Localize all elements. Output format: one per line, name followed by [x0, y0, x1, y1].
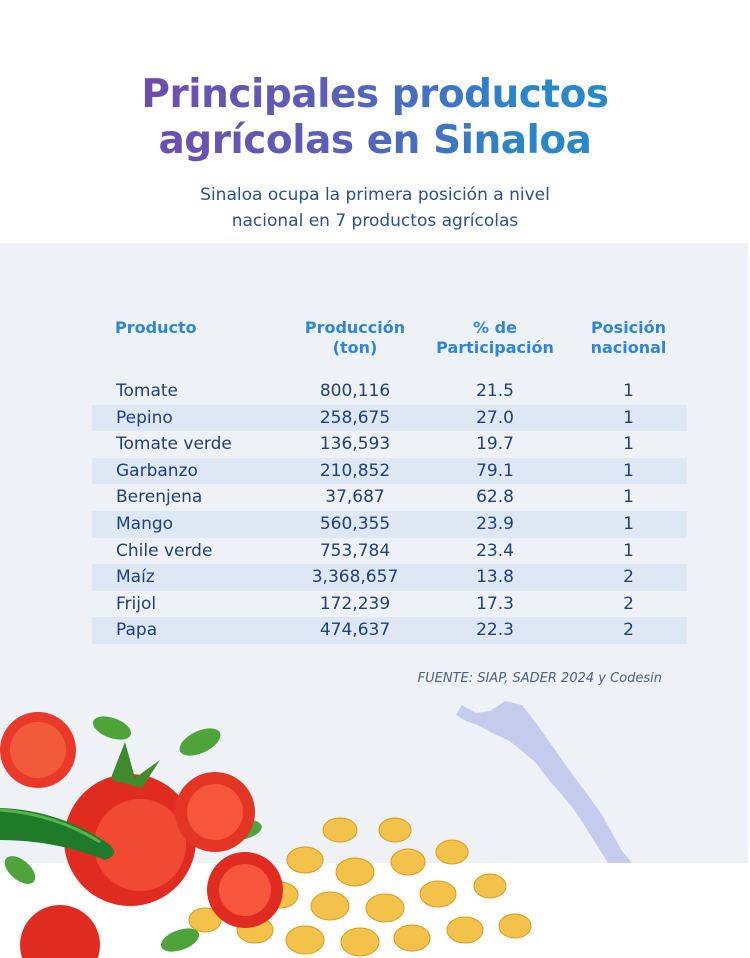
cell-posicion: 1: [570, 510, 687, 538]
title-line-1: Principales productos: [141, 72, 609, 117]
cell-posicion: 1: [623, 540, 634, 561]
cell-produccion: 3,368,657: [290, 564, 420, 591]
cell-posicion: 1: [623, 434, 634, 455]
table-row: Maíz 3,368,657 13.8 2: [92, 564, 687, 591]
cell-producto: Tomate: [116, 381, 178, 401]
page-subtitle: Sinaloa ocupa la primera posición a nive…: [0, 182, 750, 234]
cell-participacion: 23.4: [476, 540, 514, 561]
cell-producto: Garbanzo: [92, 457, 290, 485]
table-row: Mango 560,355 23.9 1: [92, 510, 687, 538]
cell-participacion: 79.1: [420, 457, 570, 485]
cell-producto: Maíz: [92, 564, 290, 591]
cell-posicion: 2: [570, 617, 687, 644]
cell-produccion: 172,239: [319, 593, 391, 614]
cell-producto: Tomate verde: [116, 434, 232, 455]
table-row: Tomate verde 136,593 19.7 1: [92, 431, 687, 458]
table-row: Pepino 258,675 27.0 1: [92, 404, 687, 432]
table-row: Chile verde 753,784 23.4 1: [92, 538, 687, 565]
table-row: Tomate 800,116 21.5 1: [92, 378, 687, 405]
column-header-producto: Producto: [115, 318, 197, 337]
cell-posicion: 1: [570, 457, 687, 485]
cell-participacion: 19.7: [476, 434, 514, 455]
cell-participacion: 13.8: [420, 564, 570, 591]
cell-participacion: 23.9: [420, 510, 570, 538]
column-header-participacion: % de Participación: [436, 318, 554, 357]
products-table: Producto Producción (ton) % de Participa…: [92, 318, 687, 644]
page-title: Principales productos agrícolas en Sinal…: [0, 72, 750, 164]
subtitle-line-1: Sinaloa ocupa la primera posición a nive…: [200, 185, 550, 205]
cell-produccion: 753,784: [319, 540, 391, 561]
cell-producto: Berenjena: [116, 487, 203, 508]
cell-produccion: 258,675: [290, 404, 420, 432]
vegetables-illustration-icon: [0, 712, 532, 958]
cell-produccion: 37,687: [325, 487, 385, 508]
source-note: FUENTE: SIAP, SADER 2024 y Codesin: [417, 671, 662, 686]
column-header-posicion: Posición nacional: [590, 318, 667, 357]
cell-producto: Mango: [92, 510, 290, 538]
table-row: Papa 474,637 22.3 2: [92, 617, 687, 644]
cell-produccion: 210,852: [290, 457, 420, 485]
table-row: Berenjena 37,687 62.8 1: [92, 484, 687, 511]
title-line-2: agrícolas en Sinaloa: [158, 118, 592, 163]
column-header-produccion: Producción (ton): [304, 318, 406, 357]
table-header-row: Producto Producción (ton) % de Participa…: [92, 318, 687, 378]
cell-posicion: 1: [623, 487, 634, 508]
cell-producto: Frijol: [116, 593, 157, 614]
cell-produccion: 474,637: [290, 617, 420, 644]
cell-posicion: 1: [623, 381, 634, 401]
cell-participacion: 27.0: [420, 404, 570, 432]
cell-producto: Papa: [92, 617, 290, 644]
sinaloa-map-icon: [456, 701, 632, 863]
cell-produccion: 800,116: [319, 381, 391, 401]
cell-participacion: 17.3: [476, 593, 514, 614]
table-row: Frijol 172,239 17.3 2: [92, 591, 687, 618]
subtitle-line-2: nacional en 7 productos agrícolas: [231, 211, 519, 231]
cell-produccion: 136,593: [319, 434, 391, 455]
cell-posicion: 2: [570, 564, 687, 591]
cell-participacion: 22.3: [420, 617, 570, 644]
cell-producto: Pepino: [92, 404, 290, 432]
cell-produccion: 560,355: [290, 510, 420, 538]
cell-producto: Chile verde: [116, 540, 213, 561]
cell-posicion: 2: [623, 593, 634, 614]
table-row: Garbanzo 210,852 79.1 1: [92, 457, 687, 485]
cell-posicion: 1: [570, 404, 687, 432]
cell-participacion: 62.8: [476, 487, 514, 508]
cell-participacion: 21.5: [476, 381, 514, 401]
